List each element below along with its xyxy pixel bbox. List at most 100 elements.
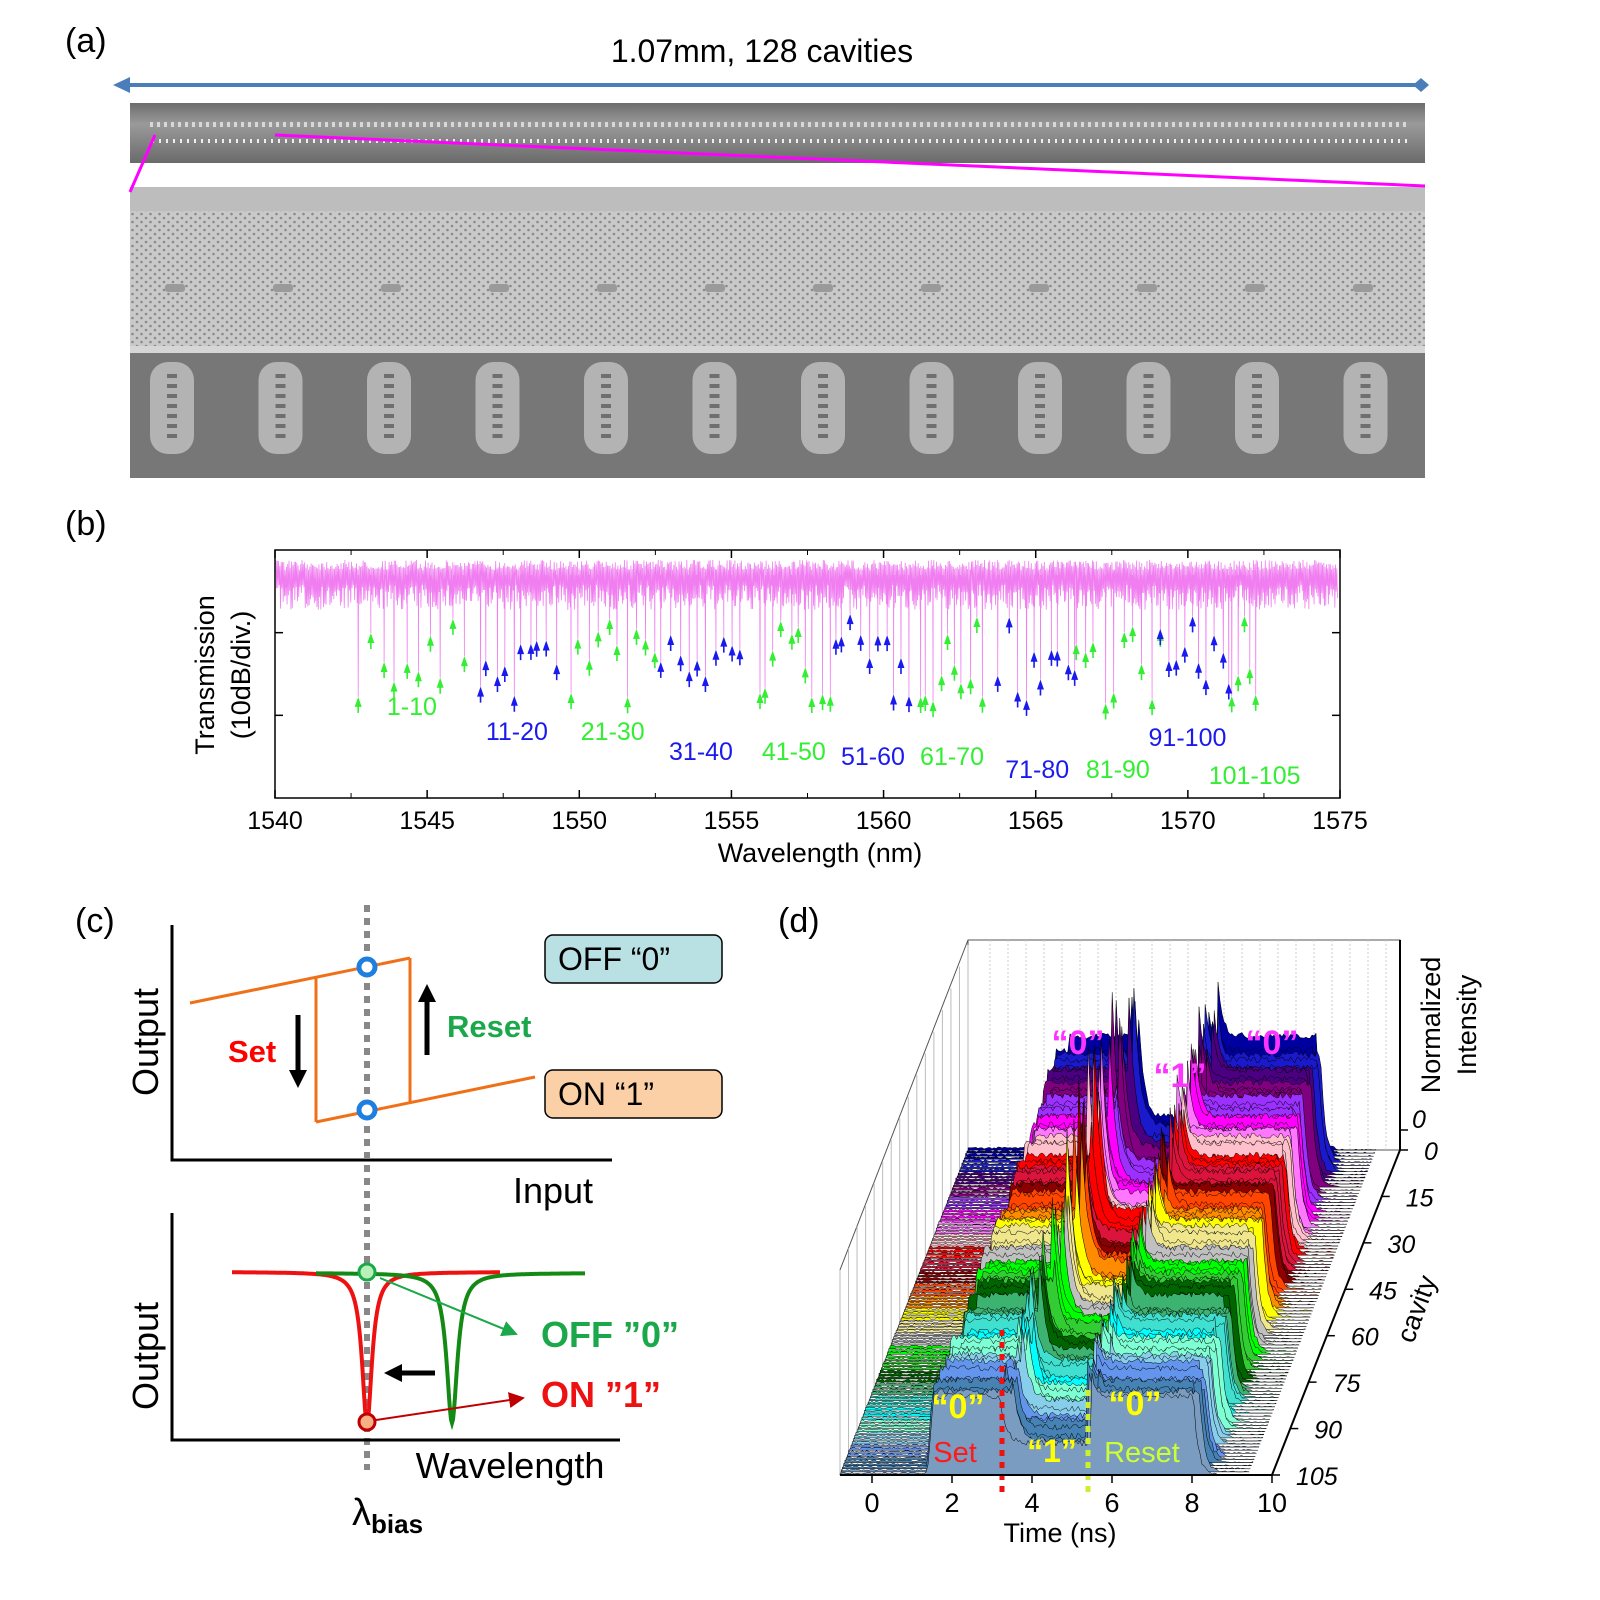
resonance-marker [1189, 616, 1197, 633]
cavity-mark [642, 139, 644, 143]
cavity-mark [304, 122, 307, 127]
cavity-mark [908, 139, 910, 143]
set-arrow-head [289, 1070, 307, 1088]
cavity-mark [1032, 122, 1035, 127]
intensity-tick-label: 0 [1412, 1106, 1426, 1134]
cavity-mark [626, 122, 629, 127]
cavity-mark [1405, 139, 1407, 143]
cavity-mark [1389, 122, 1392, 127]
cavity-mark [817, 139, 819, 143]
pad-text-glyph [1360, 404, 1371, 408]
cavity-mark [873, 139, 875, 143]
resonance-marker [777, 621, 785, 638]
cavity-defect [165, 284, 185, 292]
resonance-marker [1165, 660, 1173, 677]
resonance-marker [542, 640, 550, 657]
cavity-mark [836, 122, 839, 127]
resonance-marker [701, 676, 709, 693]
cavity-mark [684, 139, 686, 143]
cavity-mark [495, 139, 497, 143]
resonance-marker [1102, 703, 1110, 720]
cavity-defect [813, 284, 833, 292]
pad-text-glyph [384, 394, 394, 398]
resonance-marker [1202, 679, 1210, 696]
cavity-mark [243, 139, 245, 143]
cavity-mark [551, 139, 553, 143]
resonance-marker [1252, 694, 1260, 711]
cavity-mark [250, 139, 252, 143]
resonance-marker [950, 664, 958, 681]
cavity-mark [621, 139, 623, 143]
cavity-mark [1004, 122, 1007, 127]
intensity-axis-label-line1: Normalized [1416, 957, 1446, 1094]
cavity-mark [1391, 139, 1393, 143]
cavity-mark [297, 122, 300, 127]
cavity-mark [759, 122, 762, 127]
cavity-mark [675, 122, 678, 127]
resonance-marker [533, 640, 541, 657]
pad-text-glyph [492, 394, 503, 398]
cavity-mark [943, 139, 945, 143]
front-zero-left-label: “0” [932, 1388, 985, 1426]
off-state-box [544, 934, 723, 984]
sem-edge-band [130, 346, 1425, 353]
cavity-mark [1025, 122, 1028, 127]
resonance-marker [1129, 626, 1137, 643]
resonance-marker [667, 634, 675, 651]
cavity-mark [1181, 139, 1183, 143]
transmission-trace [275, 559, 1338, 704]
cavity-mark [677, 139, 679, 143]
cavity-mark [157, 122, 160, 127]
resonance-marker [837, 636, 845, 653]
cavity-axis-label: cavity [1391, 1271, 1443, 1347]
cavity-mark [600, 139, 602, 143]
cavity-mark [654, 122, 657, 127]
cavity-mark [999, 139, 1001, 143]
pad-text-glyph [1035, 384, 1045, 388]
cavity-mark [572, 139, 574, 143]
resonance-marker [756, 692, 764, 709]
back-zero-right-label: “0” [1246, 1024, 1299, 1062]
pad-text-glyph [167, 414, 177, 418]
off-label: OFF ”0” [541, 1314, 679, 1355]
resonance-marker [1234, 675, 1242, 692]
cavity-mark [257, 139, 259, 143]
cavity-defect [1245, 284, 1265, 292]
cavity-mark [640, 122, 643, 127]
cavity-mark [733, 139, 735, 143]
cavity-mark [544, 139, 546, 143]
cavity-mark [467, 139, 469, 143]
cavity-mark [1062, 139, 1064, 143]
cavity-mark [1027, 139, 1029, 143]
pad-text-glyph [492, 404, 503, 408]
off-state-point [356, 956, 378, 978]
axes: 0 2 4 6 8 10 0 15 30 45 60 75 90 105 0 [840, 940, 1438, 1518]
resonance-marker [905, 696, 913, 713]
resonance-marker [978, 696, 986, 713]
pad-text-glyph [275, 394, 286, 398]
cavity-mark [831, 139, 833, 143]
resonance-marker [585, 659, 593, 676]
pad-text-glyph [384, 384, 394, 388]
cavity-mark [1011, 122, 1014, 127]
resonance-marker [414, 671, 422, 688]
cavity-mark [577, 122, 580, 127]
cavity-mark [670, 139, 672, 143]
resonance-marker [1148, 699, 1156, 716]
cavity-mark [829, 122, 832, 127]
pad-text-glyph [1035, 424, 1045, 428]
cavity-mark [264, 139, 266, 143]
cavity-mark [1179, 122, 1182, 127]
pad-text-glyph [1360, 414, 1371, 418]
resonance-marker [957, 683, 965, 700]
cavity-mark [1307, 139, 1309, 143]
arrow-head-left [113, 77, 130, 93]
group-label: 41-50 [762, 738, 826, 766]
cavity-mark [1109, 122, 1112, 127]
cavity-mark [381, 122, 384, 127]
resonance-marker [712, 649, 720, 666]
pad-text-glyph [1252, 434, 1262, 438]
cavity-mark [992, 139, 994, 143]
cavity-mark [1349, 139, 1351, 143]
cavity-mark [1074, 122, 1077, 127]
